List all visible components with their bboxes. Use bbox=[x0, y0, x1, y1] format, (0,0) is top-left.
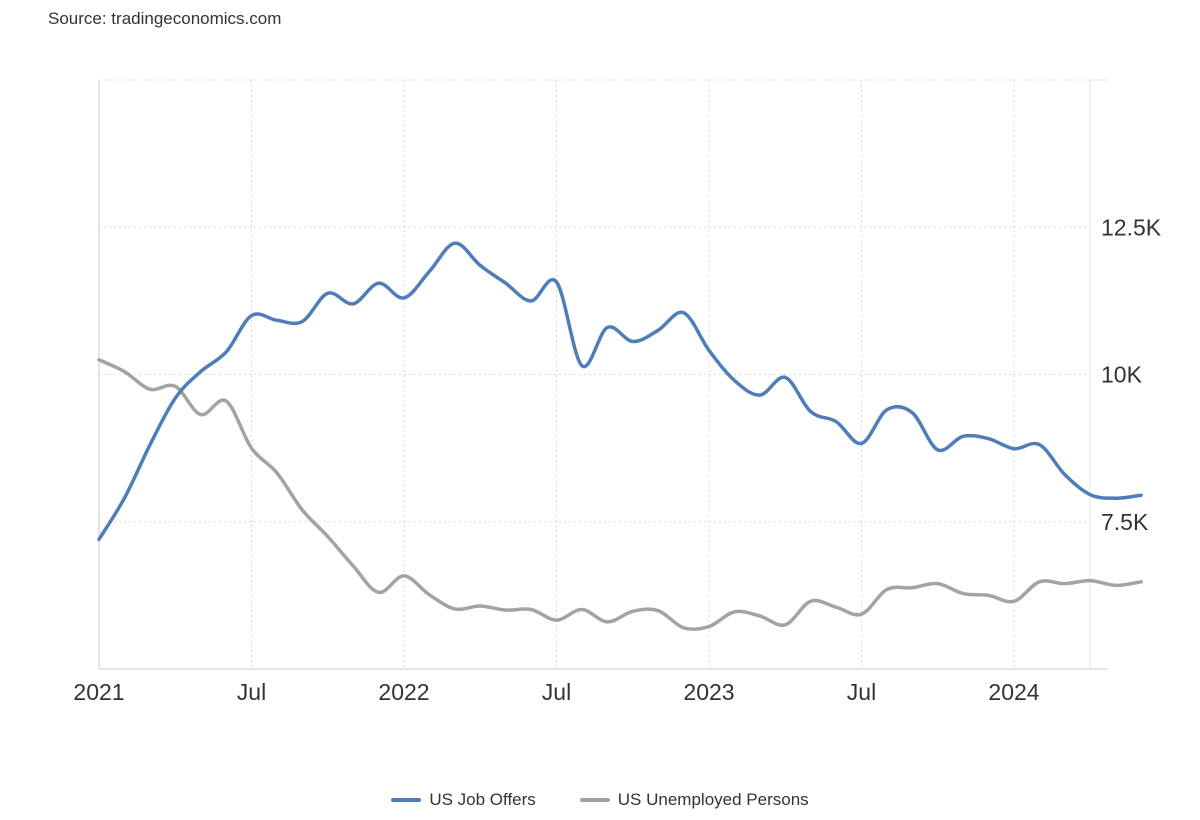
series-line-unemployed-persons bbox=[97, 358, 1143, 631]
legend-item-unemployed-persons[interactable]: US Unemployed Persons bbox=[579, 790, 809, 810]
x-tick-label: 2022 bbox=[378, 679, 429, 705]
axes bbox=[98, 80, 1108, 670]
legend: US Job Offers US Unemployed Persons bbox=[0, 790, 1200, 810]
source-label: Source: tradingeconomics.com bbox=[48, 9, 282, 28]
legend-swatch-unemployed-persons bbox=[579, 798, 610, 802]
x-tick-label: 2021 bbox=[73, 679, 124, 705]
legend-swatch-job-offers bbox=[391, 798, 422, 802]
series-layer bbox=[97, 241, 1143, 631]
y-axis-ticks: 7.5K 10K 12.5K bbox=[1101, 214, 1162, 535]
x-tick-label: Jul bbox=[237, 679, 266, 705]
x-tick-label: 2024 bbox=[988, 679, 1039, 705]
x-axis-ticks: 2021 Jul 2022 Jul 2023 Jul 2024 bbox=[73, 679, 1039, 705]
y-tick-label: 10K bbox=[1101, 362, 1143, 388]
x-tick-label: 2023 bbox=[683, 679, 734, 705]
legend-item-job-offers[interactable]: US Job Offers bbox=[391, 790, 536, 810]
y-tick-label: 12.5K bbox=[1101, 214, 1162, 240]
grid bbox=[98, 79, 1108, 669]
legend-label-job-offers: US Job Offers bbox=[429, 790, 536, 809]
y-tick-label: 7.5K bbox=[1101, 509, 1149, 535]
x-tick-label: Jul bbox=[542, 679, 571, 705]
x-tick-label: Jul bbox=[847, 679, 876, 705]
series-line-job-offers bbox=[97, 241, 1143, 542]
legend-label-unemployed-persons: US Unemployed Persons bbox=[617, 790, 809, 809]
